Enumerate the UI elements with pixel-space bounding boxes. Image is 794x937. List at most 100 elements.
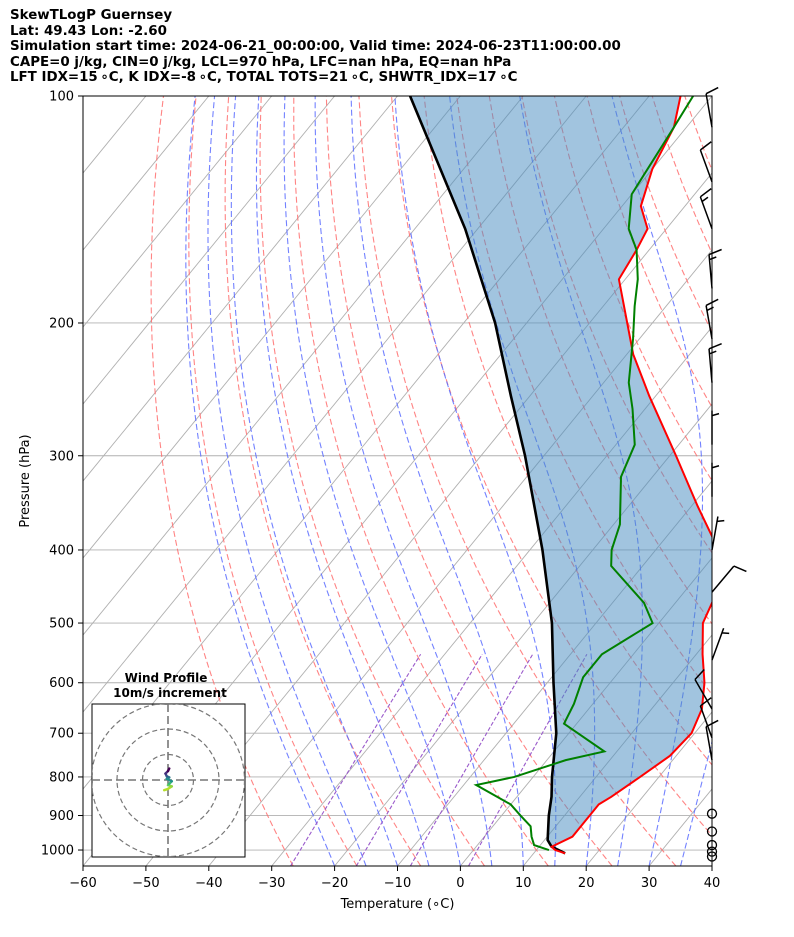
dry-adiabat xyxy=(150,96,294,866)
dry-adiabat xyxy=(358,96,677,866)
mixing-ratio-line xyxy=(409,653,534,866)
wind-barb-flag xyxy=(705,298,719,307)
calm-wind-marker xyxy=(706,846,718,857)
moist-adiabat xyxy=(283,96,461,866)
dry-adiabat xyxy=(684,96,712,172)
dry-adiabat xyxy=(188,96,358,866)
x-tick-label: 0 xyxy=(456,876,464,891)
chart-header: SkewTLogP Guernsey Lat: 49.43 Lon: -2.60… xyxy=(10,8,621,86)
x-tick-label: 30 xyxy=(641,876,658,891)
moist-adiabat xyxy=(350,96,524,866)
y-tick-label: 900 xyxy=(49,809,74,824)
moist-adiabat xyxy=(394,96,557,866)
x-axis-label: Temperature (∘C) xyxy=(340,897,455,912)
mixing-ratio-line xyxy=(290,653,422,866)
moist-adiabat xyxy=(314,96,493,866)
y-tick-label: 500 xyxy=(49,617,74,632)
wind-barb xyxy=(708,248,722,289)
wind-barb xyxy=(699,188,713,230)
header-indices-2: LFT IDX=15 ∘C, K IDX=-8 ∘C, TOTAL TOTS=2… xyxy=(10,70,518,85)
isotherm-line xyxy=(83,96,461,559)
x-tick-label: −40 xyxy=(195,876,222,891)
dry-adiabat xyxy=(259,96,485,866)
x-tick-label: −10 xyxy=(384,876,411,891)
isotherm-line xyxy=(585,711,712,866)
calm-wind-marker xyxy=(706,839,718,851)
dry-adiabat xyxy=(750,96,794,866)
wind-barb-half-flag xyxy=(721,632,730,635)
header-indices-1: CAPE=0 j/kg, CIN=0 j/kg, LCL=970 hPa, LF… xyxy=(10,54,512,70)
isotherm-line xyxy=(775,96,794,866)
wind-barb xyxy=(705,86,719,128)
dry-adiabat xyxy=(293,96,549,866)
wind-barb-shaft xyxy=(711,516,719,551)
header-location: Lat: 49.43 Lon: -2.60 xyxy=(10,23,167,39)
wind-barb-shaft xyxy=(711,627,725,661)
y-tick-label: 400 xyxy=(49,543,74,558)
isotherm-line xyxy=(83,96,398,482)
dry-adiabat xyxy=(390,96,712,837)
isotherm-line xyxy=(83,96,84,97)
y-tick-label: 100 xyxy=(49,90,74,105)
wind-barb-shaft xyxy=(694,679,713,710)
header-times: Simulation start time: 2024-06-21_00:00:… xyxy=(10,39,621,54)
wind-barb-flag xyxy=(699,697,712,707)
moist-adiabat xyxy=(185,96,336,866)
dry-adiabat xyxy=(782,96,794,866)
wind-barb-shaft xyxy=(705,726,713,761)
moist-adiabat xyxy=(255,96,430,866)
wind-barb xyxy=(699,141,713,183)
x-tick-label: 20 xyxy=(578,876,595,891)
y-tick-label: 300 xyxy=(49,449,74,464)
isotherm-line xyxy=(83,96,273,328)
wind-barb-flag xyxy=(694,669,705,681)
moist-adiabat xyxy=(207,96,367,866)
wind-barb xyxy=(705,298,719,340)
x-tick-label: −60 xyxy=(69,876,96,891)
wind-barb-half-flag xyxy=(709,256,717,261)
wind-barb-flag xyxy=(699,188,712,198)
calm-wind-marker xyxy=(706,808,718,819)
y-tick-label: 1000 xyxy=(41,844,74,859)
dry-adiabat xyxy=(717,96,794,866)
wind-barb-flag xyxy=(699,141,712,151)
y-tick-label: 700 xyxy=(49,727,74,742)
y-tick-label: 600 xyxy=(49,676,74,691)
wind-barb-half-flag xyxy=(706,306,714,312)
moist-adiabat xyxy=(680,739,712,866)
wind-barb-half-flag xyxy=(711,412,720,417)
isotherm-line xyxy=(83,96,210,251)
parcel-profile-line xyxy=(408,96,566,855)
wind-barb-shaft xyxy=(699,705,713,739)
isotherm-line xyxy=(83,96,335,405)
wind-barb xyxy=(694,669,713,710)
y-tick-label: 200 xyxy=(49,316,74,331)
dewpoint-profile-line xyxy=(473,96,694,851)
wind-barb-flag xyxy=(708,343,722,350)
wind-barb xyxy=(711,516,725,551)
x-tick-label: −50 xyxy=(132,876,159,891)
x-tick-label: 10 xyxy=(515,876,532,891)
x-tick-label: −20 xyxy=(321,876,348,891)
wind-barb-shaft xyxy=(705,305,713,340)
wind-barb-shaft xyxy=(708,348,713,383)
wind-barb xyxy=(711,410,720,445)
hodograph-subtitle: 10m/s increment xyxy=(113,686,227,700)
wind-barb xyxy=(711,462,720,497)
isotherm-line xyxy=(397,480,712,866)
plot-area xyxy=(83,96,794,866)
x-tick-label: 40 xyxy=(704,876,721,891)
calm-wind-marker xyxy=(706,826,718,837)
y-axis-label: Pressure (hPa) xyxy=(18,434,33,527)
isotherm-line xyxy=(145,172,712,866)
calm-wind-marker xyxy=(706,851,718,862)
isotherm-line xyxy=(83,96,524,636)
wind-barb-shaft xyxy=(699,196,713,230)
dry-adiabat xyxy=(224,96,422,866)
dry-adiabat xyxy=(553,96,712,482)
wind-barb-half-flag xyxy=(711,465,720,469)
wind-barb-half-flag xyxy=(716,519,725,523)
temperature-profile-line xyxy=(549,96,712,855)
wind-barb xyxy=(711,627,730,661)
wind-barb xyxy=(699,697,713,739)
